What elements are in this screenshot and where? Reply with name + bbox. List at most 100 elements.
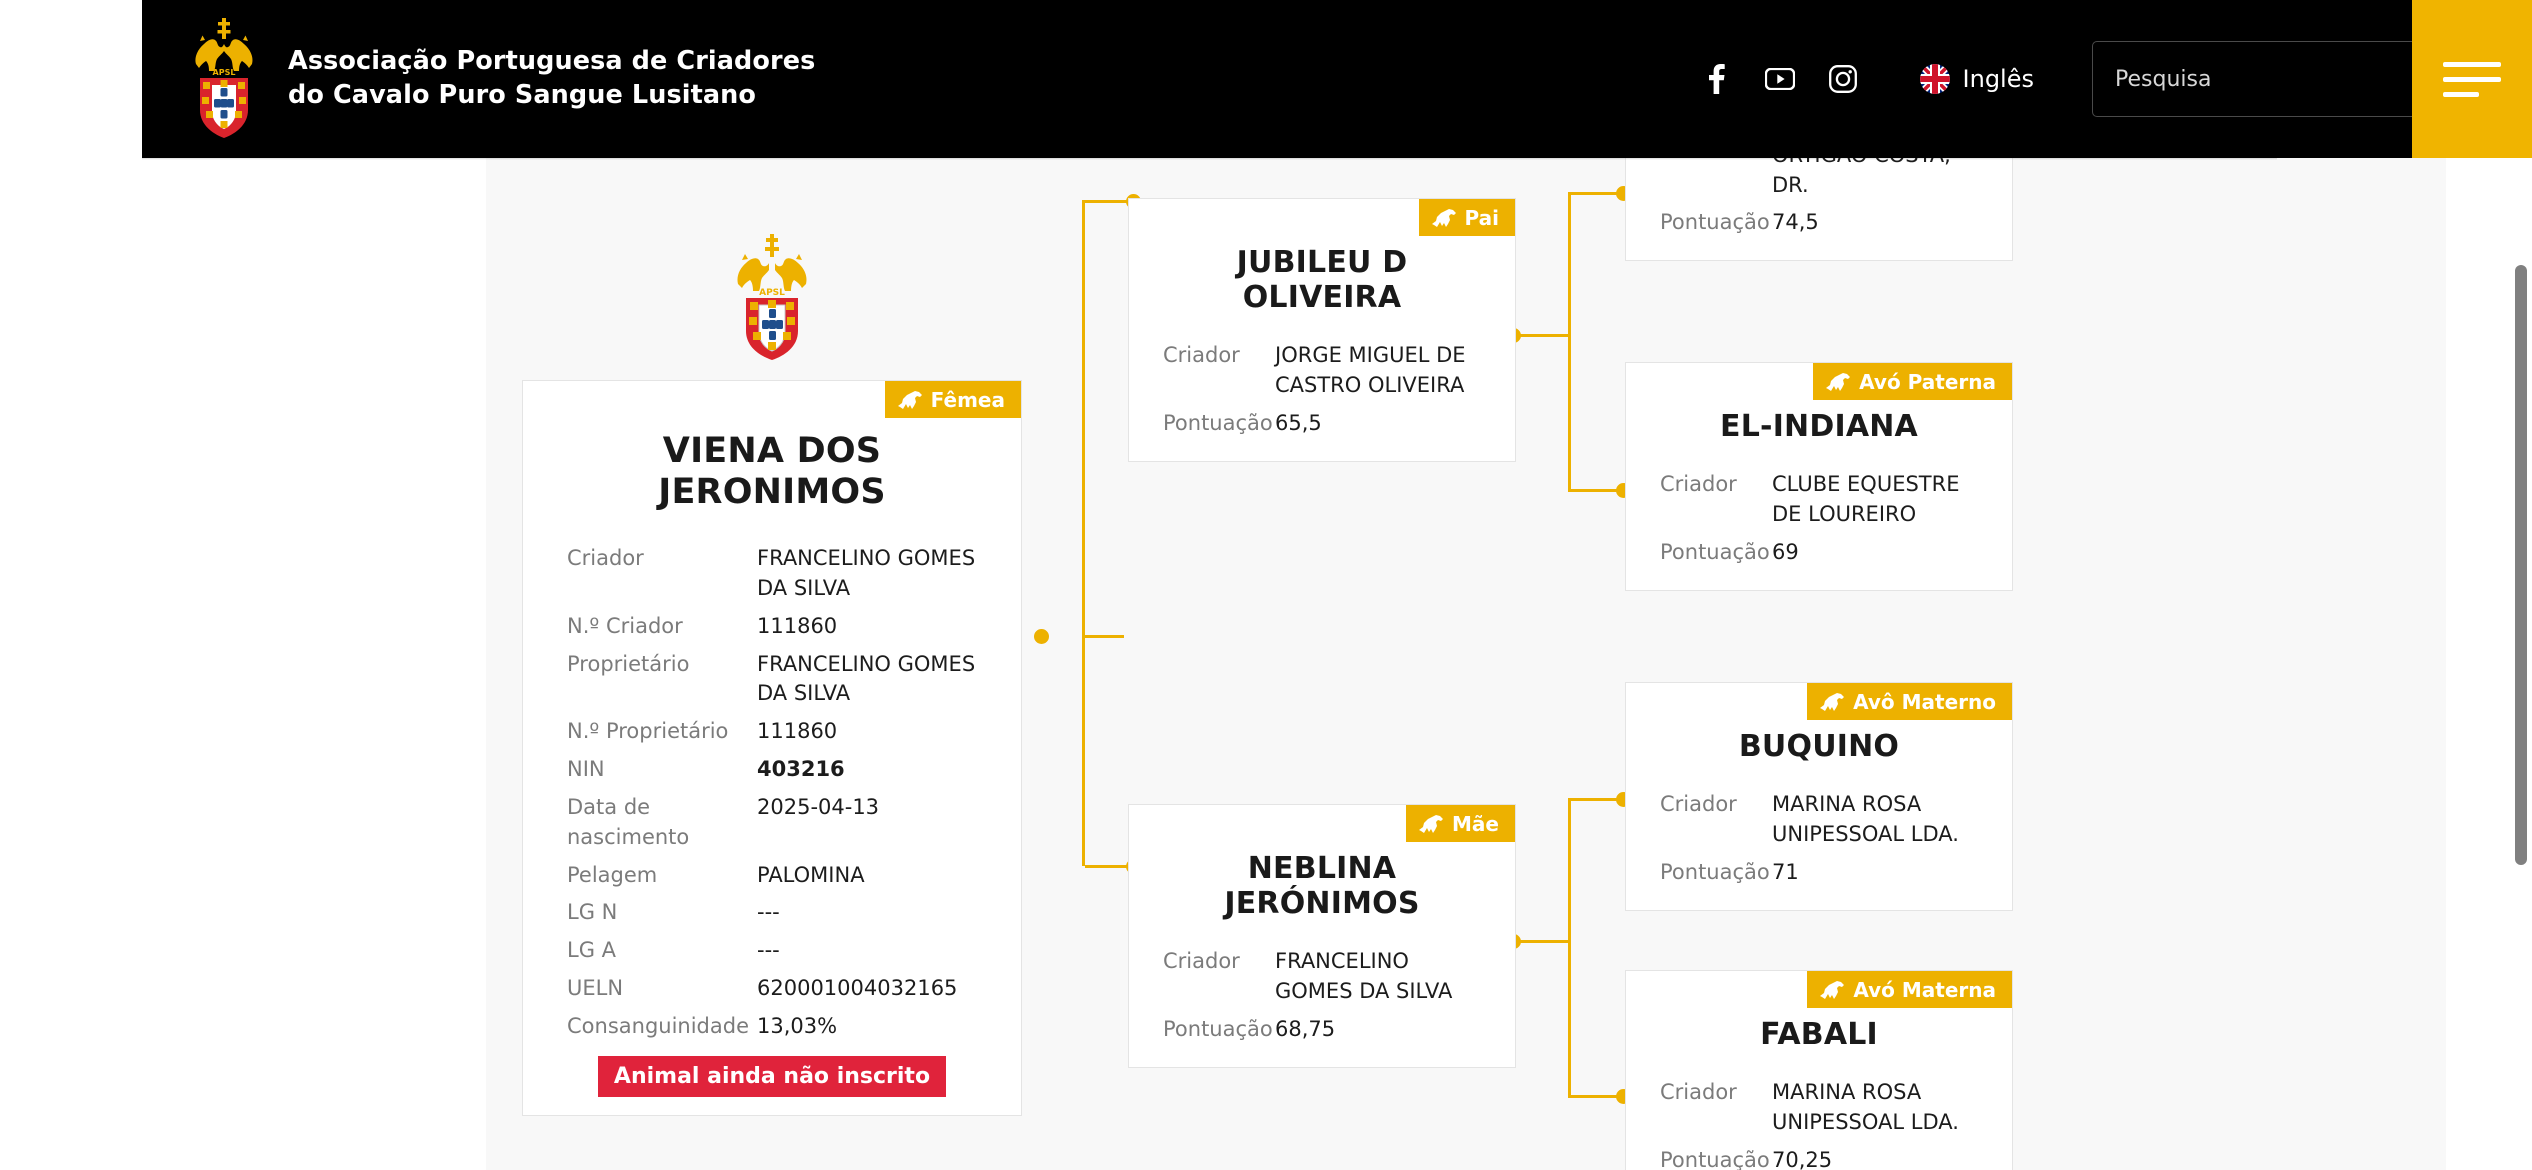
attribute-row: N.º Criador 111860 <box>567 608 977 646</box>
attribute-label: Proprietário <box>567 651 690 676</box>
attribute-row: LG A --- <box>567 932 977 970</box>
attribute-row: Pontuação 74,5 <box>1660 204 1980 242</box>
attribute-label: Consanguinidade <box>567 1013 750 1038</box>
attribute-value: 74,5 <box>1772 210 1819 235</box>
page-scrollbar-track[interactable] <box>2510 0 2532 1170</box>
social-links <box>1702 64 1858 94</box>
horse-name: VIENA DOS JERONIMOS <box>658 431 886 512</box>
attribute-value: FRANCELINO GOMES DA SILVA <box>1275 949 1453 1003</box>
attribute-label: NIN <box>567 757 605 782</box>
horse-card-mae[interactable]: Mãe NEBLINA JERÓNIMOS Criador FRANCELINO … <box>1128 804 1516 1068</box>
horse-icon <box>1820 692 1845 711</box>
attribute-value: 2025-04-13 <box>757 794 880 819</box>
apsl-crest-icon: APSL <box>722 232 822 360</box>
horse-name: JUBILEU D OLIVEIRA <box>1236 245 1408 316</box>
attribute-row: Consanguinidade 13,03% <box>567 1008 977 1046</box>
horse-card-avo-materno[interactable]: Avô Materno BUQUINO Criador MARINA ROSA U… <box>1625 682 2013 911</box>
attribute-label: Criador <box>1163 949 1240 974</box>
attribute-label: Criador <box>1660 792 1737 817</box>
hamburger-menu-button[interactable] <box>2412 0 2532 158</box>
attribute-value: 111860 <box>757 613 838 638</box>
attribute-row: Pelagem PALOMINA <box>567 857 977 895</box>
horse-card-avo-materna[interactable]: Avó Materna FABALI Criador MARINA ROSA UN… <box>1625 970 2013 1170</box>
horse-name: BUQUINO <box>1738 729 1900 764</box>
attribute-value: FRANCELINO GOMES DA SILVA <box>757 546 976 600</box>
brand-logo-link[interactable]: APSL <box>186 16 815 142</box>
badge-label: Avô Materno <box>1853 689 1996 714</box>
attribute-label: Pontuação <box>1163 410 1273 435</box>
attribute-label: N.º Criador <box>567 613 683 638</box>
attribute-row: Criador MARINA ROSA UNIPESSOAL LDA. <box>1660 786 1980 854</box>
apsl-logo-icon: APSL <box>186 16 262 142</box>
attribute-value: 68,75 <box>1275 1016 1336 1041</box>
horse-attribute-list: Criador MARINA ROSA UNIPESSOAL LDA. Pontua… <box>1626 1074 2012 1170</box>
horse-icon <box>1820 980 1845 999</box>
attribute-value: PALOMINA <box>757 862 865 887</box>
horse-icon <box>1431 208 1456 227</box>
attribute-row: Data de nascimento 2025-04-13 <box>567 789 977 857</box>
site-header: APSL <box>142 0 2532 158</box>
attribute-value: 65,5 <box>1275 410 1322 435</box>
horse-name: FABALI <box>1760 1017 1878 1052</box>
connector-pai-to-grandparents <box>1506 182 1631 502</box>
attribute-label: Data de nascimento <box>567 794 690 849</box>
horse-card-pai[interactable]: Pai JUBILEU D OLIVEIRA Criador JORGE MIGU… <box>1128 198 1516 462</box>
attribute-value: 13,03% <box>757 1013 838 1038</box>
horse-name: NEBLINA JERÓNIMOS <box>1224 851 1420 922</box>
attribute-value: MARINA ROSA UNIPESSOAL LDA. <box>1772 1080 1959 1134</box>
attribute-value: JORGE MIGUEL DE CASTRO OLIVEIRA <box>1275 343 1466 397</box>
attribute-row: Criador CLUBE EQUESTRE DE LOUREIRO <box>1660 466 1980 534</box>
horse-icon <box>897 390 922 409</box>
horse-attribute-list: Criador FRANCELINO GOMES DA SILVA Pontuaçã… <box>1129 943 1515 1048</box>
instagram-icon[interactable] <box>1828 64 1858 94</box>
attribute-value: 403216 <box>757 757 845 782</box>
menu-line-1 <box>2443 61 2501 67</box>
menu-line-2 <box>2443 76 2501 82</box>
attribute-row: Pontuação 70,25 <box>1660 1142 1980 1170</box>
page-scrollbar-thumb[interactable] <box>2515 265 2527 865</box>
attribute-value: 70,25 <box>1772 1147 1833 1170</box>
attribute-label: LG A <box>567 938 617 963</box>
language-switcher[interactable]: Inglês <box>1919 64 2034 94</box>
attribute-row: Proprietário FRANCELINO GOMES DA SILVA <box>567 646 977 714</box>
badge-label: Mãe <box>1452 811 1499 836</box>
menu-line-3 <box>2443 91 2479 97</box>
attribute-value: 71 <box>1772 859 1799 884</box>
attribute-row: Pontuação 69 <box>1660 534 1980 572</box>
horse-card-avo-paterna[interactable]: Avó Paterna EL-INDIANA Criador CLUBE EQUE… <box>1625 362 2013 591</box>
facebook-icon[interactable] <box>1702 64 1732 94</box>
attribute-label: Criador <box>1163 343 1240 368</box>
badge-label: Pai <box>1464 205 1499 230</box>
attribute-row: Pontuação 71 <box>1660 854 1980 892</box>
attribute-row: Criador FRANCELINO GOMES DA SILVA <box>567 540 977 608</box>
search-input[interactable] <box>2115 66 2455 92</box>
header-shadow <box>142 156 2277 160</box>
language-label: Inglês <box>1962 65 2034 93</box>
attribute-row: Pontuação 68,75 <box>1163 1011 1483 1049</box>
attribute-label: UELN <box>567 975 624 1000</box>
status-badge-sex: Fêmea <box>884 381 1021 418</box>
youtube-icon[interactable] <box>1764 64 1795 94</box>
attribute-label: LG N <box>567 900 618 925</box>
svg-text:APSL: APSL <box>759 288 785 298</box>
horse-attribute-list: Criador CLUBE EQUESTRE DE LOUREIRO Pontuaç… <box>1626 466 2012 571</box>
horse-name: EL-INDIANA <box>1720 409 1918 444</box>
attribute-row: UELN 620001004032165 <box>567 970 977 1008</box>
attribute-row: Criador FRANCELINO GOMES DA SILVA <box>1163 943 1483 1011</box>
attribute-value: --- <box>757 900 780 925</box>
relation-badge-avo-materno: Avô Materno <box>1807 683 2012 720</box>
relation-badge-pai: Pai <box>1418 199 1515 236</box>
uk-flag-icon <box>1919 64 1950 94</box>
attribute-row: NIN 403216 <box>567 751 977 789</box>
badge-label: Avó Paterna <box>1859 369 1996 394</box>
attribute-label: Criador <box>567 546 644 571</box>
badge-label: Avó Materna <box>1853 977 1996 1002</box>
attribute-value: FRANCELINO GOMES DA SILVA <box>757 651 976 706</box>
status-badge-registration: Animal ainda não inscrito <box>597 1055 947 1097</box>
attribute-label: Pontuação <box>1660 210 1770 235</box>
attribute-value: CLUBE EQUESTRE DE LOUREIRO <box>1772 472 1960 526</box>
horse-card-main[interactable]: Fêmea VIENA DOS JERONIMOS Criador FRANCEL… <box>522 380 1022 1116</box>
attribute-label: Pontuação <box>1163 1016 1273 1041</box>
